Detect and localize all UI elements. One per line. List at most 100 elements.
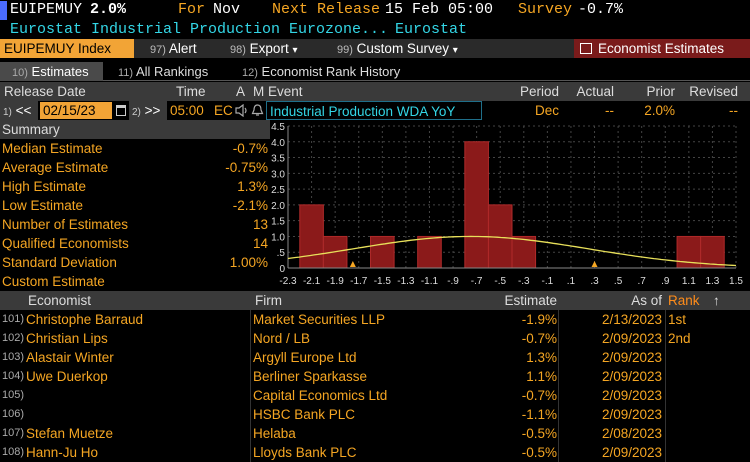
column-divider xyxy=(665,367,666,386)
alert-label: Alert xyxy=(168,41,197,56)
source-name: Eurostat xyxy=(395,21,468,38)
firm-name: Argyll Europe Ltd xyxy=(253,350,357,365)
alert-button[interactable]: 97) Alert xyxy=(150,39,197,58)
security-header: EUIPEMUY 2.0% For Nov Next Release 15 Fe… xyxy=(0,0,750,21)
estimate-column-header[interactable]: Estimate xyxy=(504,293,557,308)
y-tick-label: 0 xyxy=(279,264,285,275)
firm-column-header[interactable]: Firm xyxy=(255,293,282,308)
actual-header[interactable]: Actual xyxy=(576,84,614,99)
release-region: EC xyxy=(214,103,233,118)
summary-value: 1.00% xyxy=(229,255,268,270)
estimate-value: -0.5% xyxy=(521,426,557,441)
next-arrows-icon: >> xyxy=(144,103,161,118)
period-header[interactable]: Period xyxy=(519,84,559,99)
sort-ascending-icon[interactable]: ↑ xyxy=(713,293,720,308)
event-cell[interactable]: Industrial Production WDA YoY xyxy=(266,101,482,120)
release-date-header[interactable]: Release Date xyxy=(4,84,86,99)
event-header[interactable]: Event xyxy=(268,84,303,99)
column-divider xyxy=(558,348,559,367)
prior-value: 2.0% xyxy=(644,103,675,118)
calendar-icon[interactable] xyxy=(116,105,126,116)
export-num: 98) xyxy=(230,44,246,56)
summary-row: Number of Estimates 13 xyxy=(0,215,270,234)
table-row[interactable]: 107) Stefan Muetze Helaba -0.5% 2/08/2023 xyxy=(0,424,750,443)
release-date-input[interactable]: 02/15/23 xyxy=(40,102,112,119)
row-index: 105) xyxy=(2,389,25,401)
table-row[interactable]: 106) HSBC Bank PLC -1.1% 2/09/2023 xyxy=(0,405,750,424)
column-divider xyxy=(665,443,666,462)
tab-estimates[interactable]: 10) Estimates xyxy=(0,62,103,81)
summary-title: Summary xyxy=(0,120,270,139)
tab-all-rankings-label: All Rankings xyxy=(136,64,209,79)
table-row[interactable]: 102) Christian Lips Nord / LB -0.7% 2/09/202… xyxy=(0,329,750,348)
summary-label[interactable]: Custom Estimate xyxy=(2,274,105,289)
table-row[interactable]: 105) Capital Economics Ltd -0.7% 2/09/2023 xyxy=(0,386,750,405)
table-row[interactable]: 108) Hann-Ju Ho Lloyds Bank PLC -0.5% 2/09/2… xyxy=(0,443,750,462)
summary-row: Qualified Economists 14 xyxy=(0,234,270,253)
as-of-column-header[interactable]: As of xyxy=(631,293,662,308)
bell-icon[interactable] xyxy=(251,104,264,117)
economist-name: Stefan Muetze xyxy=(26,426,114,441)
summary-row: Standard Deviation 1.00% xyxy=(0,253,270,272)
economist-estimates-label: Economist Estimates xyxy=(598,41,725,56)
column-divider xyxy=(665,424,666,443)
x-tick-label: -.1 xyxy=(542,276,554,287)
row-index: 106) xyxy=(2,408,25,420)
table-row[interactable]: 101) Christophe Barraud Market Securities … xyxy=(0,310,750,329)
firm-name: Nord / LB xyxy=(253,331,311,346)
time-header[interactable]: Time xyxy=(176,84,206,99)
summary-row: Custom Estimate xyxy=(0,272,270,291)
column-divider xyxy=(250,424,251,443)
as-of-date: 2/13/2023 xyxy=(601,312,662,327)
previous-arrows-icon: << xyxy=(15,103,32,118)
x-tick-label: -2.3 xyxy=(279,276,297,287)
table-row[interactable]: 104) Uwe Duerkop Berliner Sparkasse 1.1% 2/0… xyxy=(0,367,750,386)
summary-value: 14 xyxy=(252,236,268,251)
estimate-value: -0.7% xyxy=(521,388,557,403)
tab-economist-rank-history[interactable]: 12) Economist Rank History xyxy=(230,62,420,81)
row-index: 103) xyxy=(2,351,25,363)
economist-table-header: Economist Firm Estimate As of Rank ↑ xyxy=(0,291,750,310)
tab-all-rankings[interactable]: 11) All Rankings xyxy=(106,62,226,81)
column-divider xyxy=(665,329,666,348)
external-link-icon xyxy=(580,43,592,54)
tab-rank-history-label: Economist Rank History xyxy=(261,64,401,79)
estimate-value: -1.9% xyxy=(521,312,557,327)
y-tick-label: 3.0 xyxy=(271,169,285,180)
previous-release-button[interactable]: 1) << xyxy=(0,101,38,120)
x-tick-label: .7 xyxy=(638,276,647,287)
row-index: 102) xyxy=(2,332,25,344)
security-description: Eurostat Industrial Production Eurozone.… xyxy=(10,21,389,38)
column-divider xyxy=(558,443,559,462)
column-divider xyxy=(665,348,666,367)
column-divider xyxy=(558,329,559,348)
summary-label: High Estimate xyxy=(2,179,87,194)
speaker-icon[interactable] xyxy=(235,104,249,117)
table-row[interactable]: 103) Alastair Winter Argyll Europe Ltd 1.3%… xyxy=(0,348,750,367)
row-index: 108) xyxy=(2,446,25,458)
security-input[interactable]: EUIPEMUY Index xyxy=(0,39,134,58)
summary-value: -0.7% xyxy=(232,141,268,156)
export-button[interactable]: 98) Export ▾ xyxy=(230,39,298,58)
next-release-button[interactable]: 2) >> xyxy=(129,101,167,120)
export-label: Export xyxy=(249,41,289,56)
summary-row: Low Estimate -2.1% xyxy=(0,196,270,215)
summary-value: -2.1% xyxy=(232,198,268,213)
custom-survey-button[interactable]: 99) Custom Survey ▾ xyxy=(337,39,458,58)
rank-column-header[interactable]: Rank xyxy=(668,293,700,308)
revised-header[interactable]: Revised xyxy=(689,84,738,99)
economist-column-header[interactable]: Economist xyxy=(28,293,92,308)
economist-estimates-button[interactable]: Economist Estimates xyxy=(574,39,750,58)
economist-name: Uwe Duerkop xyxy=(26,369,108,384)
prior-header[interactable]: Prior xyxy=(646,84,675,99)
firm-name: HSBC Bank PLC xyxy=(253,407,356,422)
as-of-date: 2/09/2023 xyxy=(601,331,662,346)
m-header[interactable]: M xyxy=(253,84,265,99)
firm-name: Market Securities LLP xyxy=(253,312,386,327)
summary-row: Median Estimate -0.7% xyxy=(0,139,270,158)
estimate-marker xyxy=(591,261,598,267)
a-header[interactable]: A xyxy=(236,84,246,99)
histogram-bar xyxy=(511,235,537,269)
y-tick-label: .5 xyxy=(277,248,286,259)
summary-panel: Summary Median Estimate -0.7% Average Est… xyxy=(0,120,270,290)
